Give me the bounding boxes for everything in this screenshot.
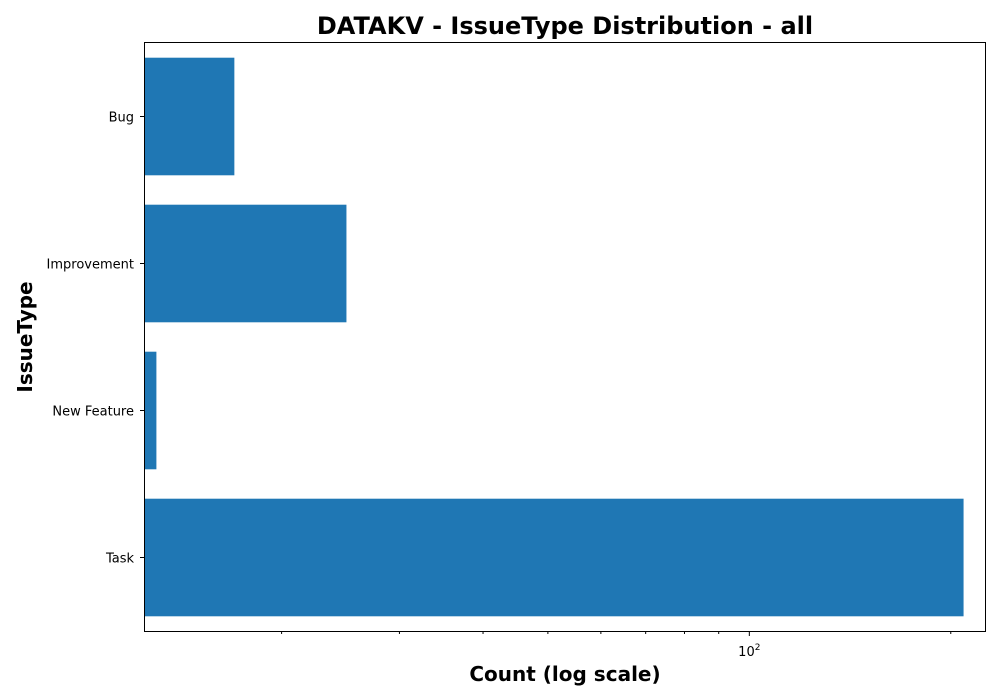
chart-title: DATAKV - IssueType Distribution - all bbox=[317, 12, 813, 40]
bar-task bbox=[145, 498, 964, 617]
x-axis-ticks: 102 bbox=[281, 631, 952, 660]
bar-bug bbox=[145, 57, 235, 176]
x-axis-title: Count (log scale) bbox=[469, 662, 660, 686]
y-tick-label: Improvement bbox=[47, 258, 134, 273]
y-tick-label: Task bbox=[105, 552, 135, 567]
x-tick-label: 102 bbox=[738, 643, 760, 660]
bar-improvement bbox=[145, 204, 347, 323]
bar-new-feature bbox=[145, 351, 157, 470]
y-axis-ticks: Bug Improvement New Feature Task bbox=[47, 111, 145, 567]
plot-frame bbox=[144, 42, 986, 632]
y-tick-label: Bug bbox=[109, 111, 134, 126]
y-axis-title: IssueType bbox=[13, 281, 37, 392]
y-tick-label: New Feature bbox=[52, 405, 134, 420]
bars-layer bbox=[145, 57, 964, 617]
